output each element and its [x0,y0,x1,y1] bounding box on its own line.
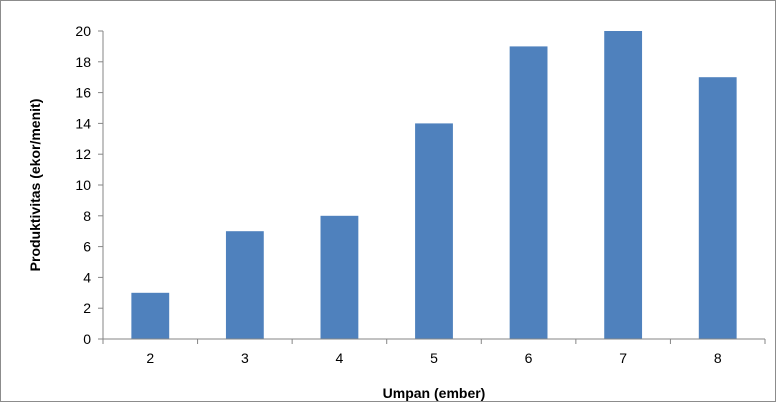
bar-3 [225,231,264,339]
bar-2 [131,292,170,339]
x-tick-label: 7 [619,350,627,366]
y-tick-label: 10 [75,177,91,193]
y-tick-label: 6 [83,239,91,255]
x-axis-title: Umpan (ember) [383,385,486,401]
x-tick-label: 3 [241,350,249,366]
x-tick-label: 8 [714,350,722,366]
y-tick-label: 14 [75,115,91,131]
y-axis-title: Produktivitas (ekor/menit) [27,99,43,272]
x-tick-label: 6 [525,350,533,366]
bar-8 [698,77,737,339]
y-tick-label: 2 [83,300,91,316]
y-tick-label: 0 [83,331,91,347]
x-tick-label: 4 [336,350,344,366]
y-tick-label: 8 [83,208,91,224]
y-tick-label: 4 [83,269,91,285]
y-tick-label: 18 [75,54,91,70]
x-axis-ticks: 2 3 4 5 6 7 8 [102,339,766,366]
x-tick-label: 5 [430,350,438,366]
y-tick-label: 16 [75,85,91,101]
y-tick-label: 20 [75,23,91,39]
bar-4 [320,215,359,339]
plot-area: 0 2 4 6 8 10 12 14 16 18 20 2 3 4 5 6 7 8 [75,23,766,366]
bar-6 [509,46,548,340]
bar-5 [415,123,453,340]
y-axis-ticks: 0 2 4 6 8 10 12 14 16 18 20 [75,23,103,347]
bars-group [131,31,737,340]
bar-7 [604,31,643,339]
x-tick-label: 2 [146,350,154,366]
y-tick-label: 12 [75,146,91,162]
